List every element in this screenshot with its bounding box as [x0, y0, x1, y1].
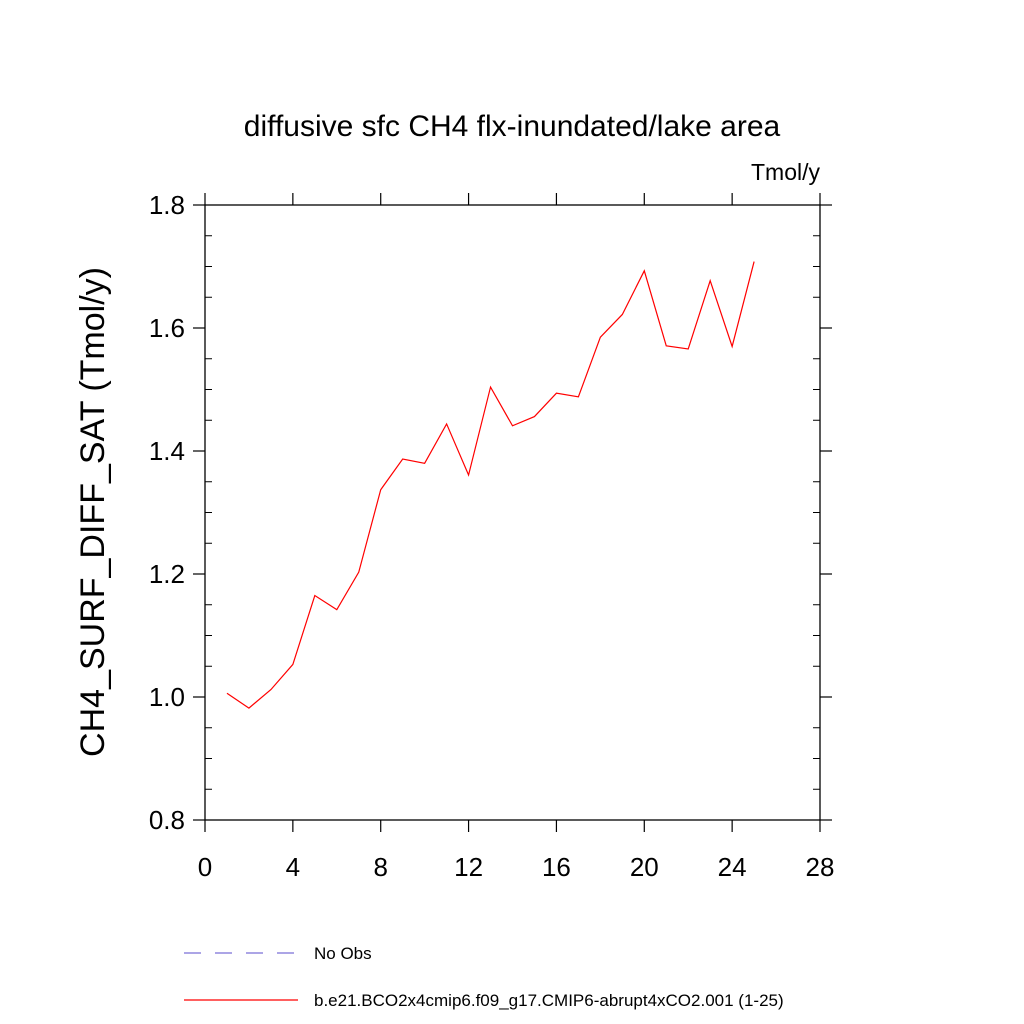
x-tick-label: 28 — [806, 852, 835, 882]
y-tick-label: 1.2 — [149, 559, 185, 589]
y-tick-label: 1.8 — [149, 190, 185, 220]
y-axis-label: CH4_SURF_DIFF_SAT (Tmol/y) — [74, 267, 112, 757]
x-tick-label: 4 — [286, 852, 300, 882]
series-lines — [226, 261, 755, 709]
x-tick-labels: 0 4 8 12 16 20 24 28 — [198, 852, 835, 882]
x-tick-label: 0 — [198, 852, 212, 882]
series-line — [226, 261, 755, 709]
y-tick-label: 0.8 — [149, 805, 185, 835]
y-tick-label: 1.0 — [149, 682, 185, 712]
x-tick-label: 16 — [542, 852, 571, 882]
plot-frame — [204, 204, 821, 821]
y-tick-labels: 0.8 1.0 1.2 1.4 1.6 1.8 — [149, 190, 185, 835]
y-tick-label: 1.4 — [149, 436, 185, 466]
x-tick-label: 12 — [454, 852, 483, 882]
x-tick-label: 24 — [718, 852, 747, 882]
chart-title: diffusive sfc CH4 flx-inundated/lake are… — [244, 110, 781, 143]
x-tick-label: 20 — [630, 852, 659, 882]
y-tick-label: 1.6 — [149, 313, 185, 343]
legend: No Obs b.e21.BCO2x4cmip6.f09_g17.CMIP6-ab… — [184, 944, 784, 1010]
x-tick-label: 8 — [373, 852, 387, 882]
axis-ticks — [193, 193, 832, 832]
legend-label: b.e21.BCO2x4cmip6.f09_g17.CMIP6-abrupt4x… — [314, 991, 784, 1010]
units-label: Tmol/y — [751, 159, 821, 185]
legend-label: No Obs — [314, 944, 372, 963]
plot-border — [204, 204, 821, 821]
